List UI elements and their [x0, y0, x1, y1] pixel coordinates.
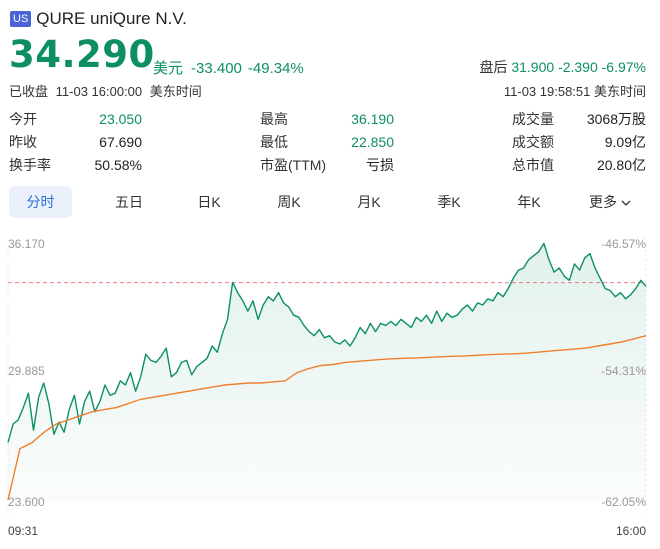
after-hours-price: 31.900 — [511, 59, 555, 75]
close-status: 已收盘 11-03 16:00:00 美东时间 — [9, 81, 206, 100]
stat-label: 昨收 — [9, 134, 37, 150]
tab-monthly-k[interactable]: 月K — [357, 194, 381, 210]
chevron-down-icon — [621, 200, 631, 207]
stat-label: 成交额 — [512, 134, 554, 150]
timezone-label: 美东时间 — [149, 84, 202, 99]
tab-five-day[interactable]: 五日 — [115, 194, 143, 210]
stat-value: 23.050 — [99, 111, 142, 127]
change-percent: -49.34% — [247, 60, 304, 77]
stat-row: 市盈(TTM) 亏损 — [260, 154, 394, 177]
market-status: 已收盘 — [9, 84, 49, 99]
after-hours-label: 盘后 — [479, 59, 508, 75]
stats-column-3: 成交量 3068万股 成交额 9.09亿 总市值 20.80亿 — [512, 108, 646, 177]
currency-label: 美元 — [153, 60, 184, 77]
stat-row: 总市值 20.80亿 — [512, 154, 646, 177]
stats-column-1: 今开 23.050 昨收 67.690 换手率 50.58% — [9, 108, 142, 177]
stat-row: 换手率 50.58% — [9, 154, 142, 177]
pct-tick-label: -54.31% — [601, 364, 646, 378]
period-tabs: 分时 五日 日K 周K 月K 季K 年K 更多 — [9, 186, 651, 218]
tab-intraday[interactable]: 分时 — [9, 186, 72, 218]
stat-value: 67.690 — [99, 134, 142, 150]
header: US QURE uniQure N.V. — [10, 9, 187, 29]
close-time: 11-03 16:00:00 — [55, 84, 143, 99]
stat-row: 最高 36.190 — [260, 108, 394, 131]
price-area — [8, 243, 646, 502]
stat-value: 50.58% — [94, 157, 142, 173]
after-hours-change: -2.390 — [558, 59, 598, 75]
tab-quarterly-k[interactable]: 季K — [437, 194, 461, 210]
stat-value: 9.09亿 — [604, 134, 646, 150]
stat-value: 亏损 — [366, 157, 394, 173]
after-hours-quote: 盘后 31.900 -2.390 -6.97% — [479, 57, 646, 77]
pct-tick-label: -46.57% — [601, 237, 646, 251]
stat-label: 今开 — [9, 111, 37, 127]
x-tick-label: 16:00 — [615, 524, 646, 538]
ticker-name: QURE uniQure N.V. — [36, 9, 187, 28]
stats-column-2: 最高 36.190 最低 22.850 市盈(TTM) 亏损 — [260, 108, 394, 177]
stat-label: 市盈(TTM) — [260, 157, 327, 173]
stat-row: 今开 23.050 — [9, 108, 142, 131]
stat-value: 20.80亿 — [596, 157, 646, 173]
stat-row: 昨收 67.690 — [9, 131, 142, 154]
change-value: -33.400 — [191, 60, 242, 77]
stat-label: 总市值 — [512, 157, 554, 173]
y-tick-label: 36.170 — [8, 237, 45, 251]
stat-value: 22.850 — [351, 134, 394, 150]
stat-label: 最高 — [260, 111, 288, 127]
stat-row: 成交额 9.09亿 — [512, 131, 646, 154]
pct-tick-label: -62.05% — [601, 495, 646, 509]
price-change: 美元 -33.400 -49.34% — [153, 57, 310, 78]
stat-row: 成交量 3068万股 — [512, 108, 646, 131]
average-price-line — [7, 335, 647, 501]
x-tick-label: 09:31 — [8, 524, 39, 538]
after-hours-time: 11-03 19:58:51 美东时间 — [503, 84, 646, 99]
price-line — [7, 242, 647, 443]
tab-weekly-k[interactable]: 周K — [277, 194, 301, 210]
after-hours-change-percent: -6.97% — [601, 59, 646, 75]
tab-more[interactable]: 更多 — [569, 186, 651, 218]
last-price: 34.290 — [9, 33, 155, 76]
stat-label: 最低 — [260, 134, 288, 150]
stat-label: 换手率 — [9, 157, 51, 173]
stat-value: 36.190 — [351, 111, 394, 127]
stat-row: 最低 22.850 — [260, 131, 394, 154]
market-badge: US — [10, 11, 32, 27]
stat-label: 成交量 — [512, 111, 554, 127]
y-tick-label: 23.600 — [8, 495, 45, 509]
tab-more-label: 更多 — [589, 194, 618, 210]
tab-daily-k[interactable]: 日K — [197, 194, 221, 210]
y-tick-label: 29.885 — [8, 364, 45, 378]
stat-value: 3068万股 — [586, 111, 646, 127]
tab-yearly-k[interactable]: 年K — [517, 194, 541, 210]
